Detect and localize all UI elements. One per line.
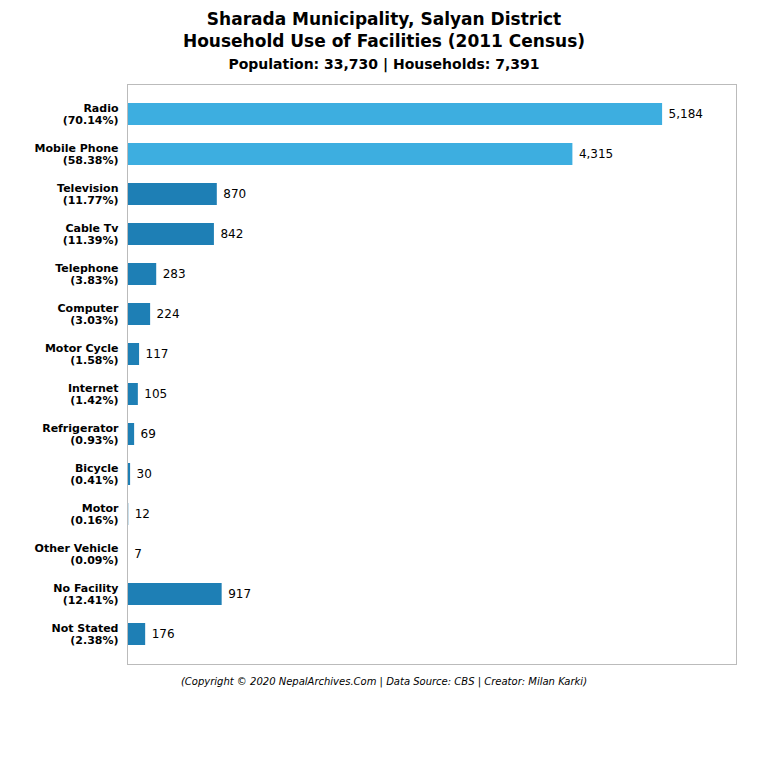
svg-text:Telephone(3.83%): Telephone(3.83%) xyxy=(55,263,118,288)
svg-text:Bicycle(0.41%): Bicycle(0.41%) xyxy=(70,463,118,488)
svg-text:Computer(3.03%): Computer(3.03%) xyxy=(58,303,120,328)
svg-text:7: 7 xyxy=(134,548,142,562)
svg-text:Other Vehicle(0.09%): Other Vehicle(0.09%) xyxy=(35,543,119,568)
svg-text:5,184: 5,184 xyxy=(669,108,703,122)
svg-text:Radio(70.14%): Radio(70.14%) xyxy=(63,103,119,128)
svg-text:105: 105 xyxy=(144,388,167,402)
svg-text:224: 224 xyxy=(157,308,180,322)
svg-text:No Facility(12.41%): No Facility(12.41%) xyxy=(53,583,118,608)
html-text:(Copyright © 2020 NepalArchive: (Copyright © 2020 NepalArchives.Com | Da… xyxy=(180,676,588,688)
svg-text:69: 69 xyxy=(141,428,156,442)
svg-text:30: 30 xyxy=(137,468,152,482)
svg-text:842: 842 xyxy=(220,228,243,242)
svg-text:Mobile Phone(58.38%): Mobile Phone(58.38%) xyxy=(35,143,119,168)
html-text:Population: 33,730 | Household: Population: 33,730 | Households: 7,391 xyxy=(228,56,540,73)
svg-text:Motor Cycle(1.58%): Motor Cycle(1.58%) xyxy=(45,343,119,368)
svg-text:870: 870 xyxy=(223,188,246,202)
svg-text:Internet(1.42%): Internet(1.42%) xyxy=(68,383,119,408)
svg-text:12: 12 xyxy=(135,508,150,522)
html-text:Sharada Municipality, Salyan D: Sharada Municipality, Salyan District Ho… xyxy=(182,9,585,52)
svg-text:Motor(0.16%): Motor(0.16%) xyxy=(70,503,119,528)
svg-text:Refrigerator(0.93%): Refrigerator(0.93%) xyxy=(42,423,119,448)
svg-text:4,315: 4,315 xyxy=(579,148,613,162)
svg-text:117: 117 xyxy=(146,348,169,362)
svg-text:Cable Tv(11.39%): Cable Tv(11.39%) xyxy=(63,223,120,248)
svg-text:283: 283 xyxy=(163,268,186,282)
svg-text:Television(11.77%): Television(11.77%) xyxy=(57,183,118,208)
svg-text:176: 176 xyxy=(152,628,175,642)
svg-text:Not Stated(2.38%): Not Stated(2.38%) xyxy=(51,623,118,648)
svg-text:917: 917 xyxy=(228,588,251,602)
